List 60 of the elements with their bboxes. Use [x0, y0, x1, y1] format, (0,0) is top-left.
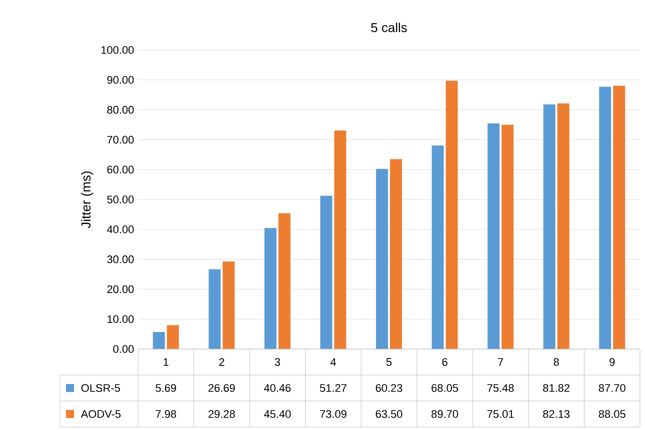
bar — [334, 130, 346, 349]
bar — [390, 159, 402, 349]
y-tick-label: 40.00 — [106, 226, 134, 234]
y-tick-label: 70.00 — [107, 136, 134, 144]
x-tick-label: 3 — [274, 358, 280, 366]
data-label: 60.23 — [376, 384, 402, 392]
bar — [320, 196, 332, 349]
data-label: 89.70 — [432, 410, 458, 418]
bar — [488, 123, 500, 349]
bar — [432, 146, 444, 349]
y-tick-label: 100.00 — [101, 46, 134, 54]
data-label: 75.01 — [487, 410, 514, 418]
data-label: 68.05 — [432, 384, 458, 392]
bar — [376, 168, 388, 349]
y-tick-label: 0.00 — [113, 345, 134, 353]
chart-title: 5 calls — [371, 22, 407, 32]
bar — [502, 124, 514, 349]
legend-label: AODV-5 — [80, 410, 121, 418]
x-tick-label: 4 — [330, 358, 336, 366]
bar — [543, 104, 556, 349]
data-label: 5.69 — [156, 384, 176, 392]
y-tick-label: 60.00 — [107, 166, 134, 174]
data-label: 87.70 — [598, 384, 626, 392]
y-axis-title: Jitter (ms) — [81, 172, 94, 228]
data-label: 82.13 — [543, 410, 570, 418]
data-label: 75.48 — [487, 384, 514, 392]
x-tick-label: 8 — [554, 358, 559, 366]
x-tick-label: 5 — [386, 358, 392, 366]
data-label: 7.98 — [156, 410, 176, 418]
x-tick-label: 1 — [164, 358, 168, 366]
y-tick-label: 90.00 — [107, 76, 134, 84]
data-label: 40.46 — [264, 384, 291, 392]
bar — [222, 261, 235, 349]
legend-label: OLSR-5 — [81, 384, 120, 392]
y-tick-label: 30.00 — [107, 255, 134, 264]
data-label: 26.69 — [208, 384, 235, 392]
data-label: 63.50 — [376, 410, 402, 418]
data-label: 73.09 — [320, 410, 346, 418]
y-tick-label: 20.00 — [107, 285, 134, 294]
x-tick-label: 6 — [442, 358, 448, 366]
y-tick-label: 80.00 — [107, 106, 134, 114]
data-label: 29.28 — [208, 410, 235, 418]
x-tick-label: 9 — [610, 358, 615, 366]
bar — [557, 103, 570, 349]
bar — [599, 86, 612, 349]
x-tick-label: 2 — [219, 358, 224, 366]
bar — [278, 213, 290, 349]
data-label: 51.27 — [320, 384, 346, 392]
bar — [613, 86, 626, 349]
y-tick-label: 10.00 — [108, 315, 134, 323]
data-label: 81.82 — [543, 384, 570, 392]
bar — [446, 80, 458, 349]
x-tick-label: 7 — [498, 358, 504, 366]
bar — [166, 325, 179, 349]
bar — [208, 269, 221, 349]
bar — [152, 332, 165, 349]
y-tick-label: 50.00 — [107, 196, 134, 204]
data-label: 45.40 — [264, 410, 291, 418]
bar — [264, 228, 276, 349]
data-label: 88.05 — [598, 410, 626, 418]
